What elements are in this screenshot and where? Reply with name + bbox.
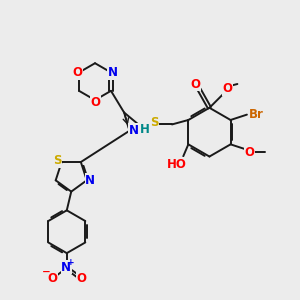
Text: O: O bbox=[222, 82, 232, 95]
Text: Br: Br bbox=[248, 107, 263, 121]
Text: N: N bbox=[129, 124, 139, 137]
Text: H: H bbox=[140, 123, 150, 136]
Text: O: O bbox=[47, 272, 57, 285]
Text: HO: HO bbox=[167, 158, 186, 171]
Text: N: N bbox=[61, 261, 71, 274]
Text: S: S bbox=[53, 154, 62, 167]
Text: O: O bbox=[73, 66, 82, 79]
Text: +: + bbox=[68, 258, 75, 267]
Text: O: O bbox=[245, 146, 255, 159]
Text: O: O bbox=[91, 96, 100, 109]
Text: −: − bbox=[42, 267, 51, 277]
Text: O: O bbox=[76, 272, 87, 285]
Text: N: N bbox=[107, 66, 118, 79]
Text: N: N bbox=[85, 174, 95, 187]
Text: O: O bbox=[190, 77, 200, 91]
Text: S: S bbox=[150, 116, 159, 130]
